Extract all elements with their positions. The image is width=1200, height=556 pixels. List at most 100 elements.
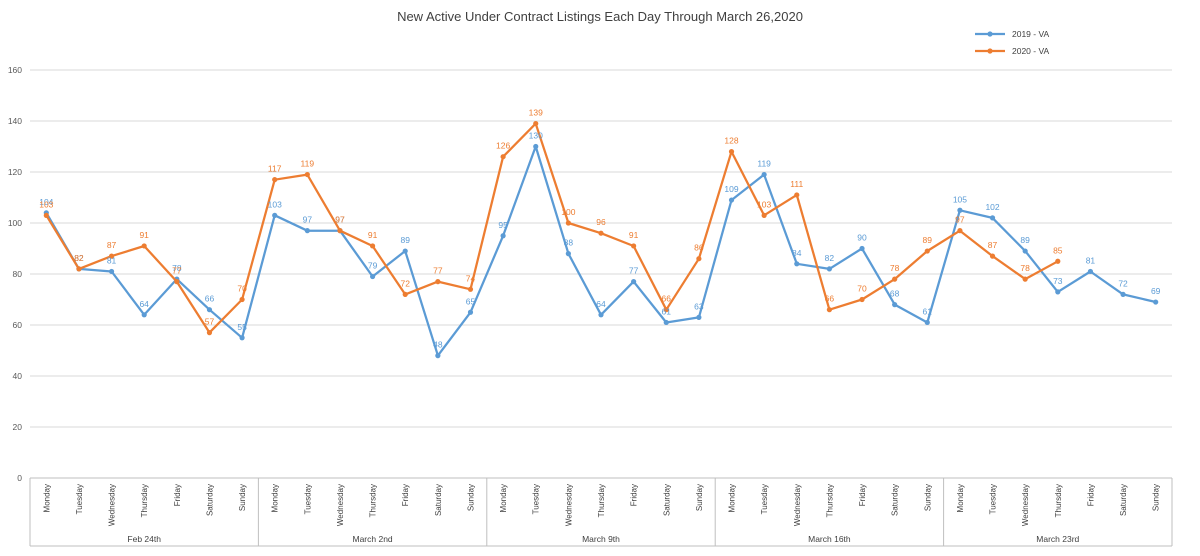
data-label: 89 <box>1020 235 1030 245</box>
data-point <box>174 279 180 285</box>
data-point <box>1087 268 1094 275</box>
data-label: 64 <box>596 299 606 309</box>
data-point <box>761 171 767 178</box>
data-label: 64 <box>139 299 149 309</box>
legend: 2019 - VA 2020 - VA <box>975 29 1050 56</box>
x-tick-label: Sunday <box>695 484 704 511</box>
data-label: 87 <box>988 240 998 250</box>
data-label: 66 <box>662 294 672 304</box>
gridlines <box>30 69 1172 428</box>
data-point <box>533 143 539 150</box>
x-tick-label: Saturday <box>205 484 214 516</box>
data-point <box>892 302 898 308</box>
data-point <box>435 353 441 359</box>
x-group-label: March 16th <box>808 534 851 544</box>
data-label: 91 <box>368 230 378 240</box>
data-label: 109 <box>724 184 738 194</box>
data-label: 87 <box>107 240 117 250</box>
data-point <box>826 307 833 313</box>
x-tick-label: Monday <box>728 484 737 512</box>
data-label: 139 <box>529 108 543 118</box>
data-point <box>892 276 898 282</box>
y-tick-label: 0 <box>17 473 22 483</box>
data-label: 82 <box>74 253 84 263</box>
x-tick-label: Wednesday <box>564 484 573 526</box>
data-point <box>728 197 735 203</box>
y-tick-label: 40 <box>13 371 23 381</box>
x-tick-label: Sunday <box>466 484 475 511</box>
y-tick-label: 120 <box>8 167 22 177</box>
x-tick-label: Thursday <box>369 484 378 517</box>
y-tick-label: 100 <box>8 218 22 228</box>
data-point <box>794 261 800 267</box>
x-group-label: March 23rd <box>1036 534 1079 544</box>
x-tick-label: Wednesday <box>1021 484 1030 526</box>
data-point <box>402 291 408 297</box>
data-point <box>141 243 147 249</box>
data-point <box>206 330 213 336</box>
x-tick-label: Monday <box>42 484 51 512</box>
data-point <box>1055 258 1061 264</box>
x-tick-label: Friday <box>858 484 867 506</box>
data-label: 61 <box>923 306 933 316</box>
data-label: 84 <box>792 248 802 258</box>
data-point <box>598 312 604 318</box>
data-point <box>272 212 278 218</box>
data-point <box>957 207 963 213</box>
data-point <box>761 212 767 218</box>
data-point <box>957 228 963 234</box>
y-tick-label: 20 <box>13 422 23 432</box>
data-label: 81 <box>1086 255 1096 265</box>
x-tick-label: Wednesday <box>793 484 802 526</box>
data-label: 61 <box>662 306 672 316</box>
x-tick-label: Friday <box>401 484 410 506</box>
x-tick-label: Tuesday <box>75 484 84 514</box>
data-point <box>696 314 702 320</box>
data-point <box>859 296 865 303</box>
data-point <box>108 268 115 275</box>
data-label: 82 <box>74 253 84 263</box>
data-label: 82 <box>825 253 835 263</box>
data-label: 89 <box>923 235 933 245</box>
data-label: 77 <box>172 266 182 276</box>
data-label: 97 <box>335 215 345 225</box>
x-tick-label: Monday <box>956 484 965 512</box>
data-point <box>533 120 539 127</box>
data-label: 74 <box>466 273 476 283</box>
data-point <box>1055 289 1061 295</box>
x-group-label: March 9th <box>582 534 620 544</box>
data-label: 79 <box>368 261 378 271</box>
data-point <box>108 253 115 259</box>
axes: 0 20 40 60 80 100 120 140 160 Monday Tuesday Wednes… <box>8 65 1173 547</box>
data-point <box>859 245 865 252</box>
data-label: 57 <box>205 317 215 327</box>
data-label: 102 <box>985 202 999 212</box>
data-point <box>76 266 82 272</box>
legend-marker <box>987 48 993 54</box>
data-label: 105 <box>953 194 967 204</box>
x-tick-label: Sunday <box>238 484 247 511</box>
data-point <box>435 279 441 285</box>
data-point <box>826 266 833 272</box>
data-label: 126 <box>496 141 510 151</box>
data-label: 103 <box>268 199 282 209</box>
data-label: 103 <box>757 199 771 209</box>
data-label: 73 <box>1053 276 1063 286</box>
data-label: 78 <box>1020 263 1030 273</box>
x-tick-label: Saturday <box>1119 484 1128 516</box>
legend-label: 2020 - VA <box>1012 46 1050 56</box>
series-line <box>45 122 1059 334</box>
data-label: 66 <box>825 294 835 304</box>
data-label: 68 <box>890 289 900 299</box>
y-tick-label: 140 <box>8 116 22 126</box>
data-point <box>467 286 474 292</box>
data-label: 97 <box>955 215 965 225</box>
data-label: 48 <box>433 340 443 350</box>
data-point <box>304 228 310 234</box>
x-tick-label: Wednesday <box>108 484 117 526</box>
data-point <box>728 149 735 155</box>
data-label: 85 <box>1053 245 1063 255</box>
data-point <box>43 212 49 218</box>
data-point <box>924 319 930 326</box>
series-layer <box>43 120 1159 359</box>
